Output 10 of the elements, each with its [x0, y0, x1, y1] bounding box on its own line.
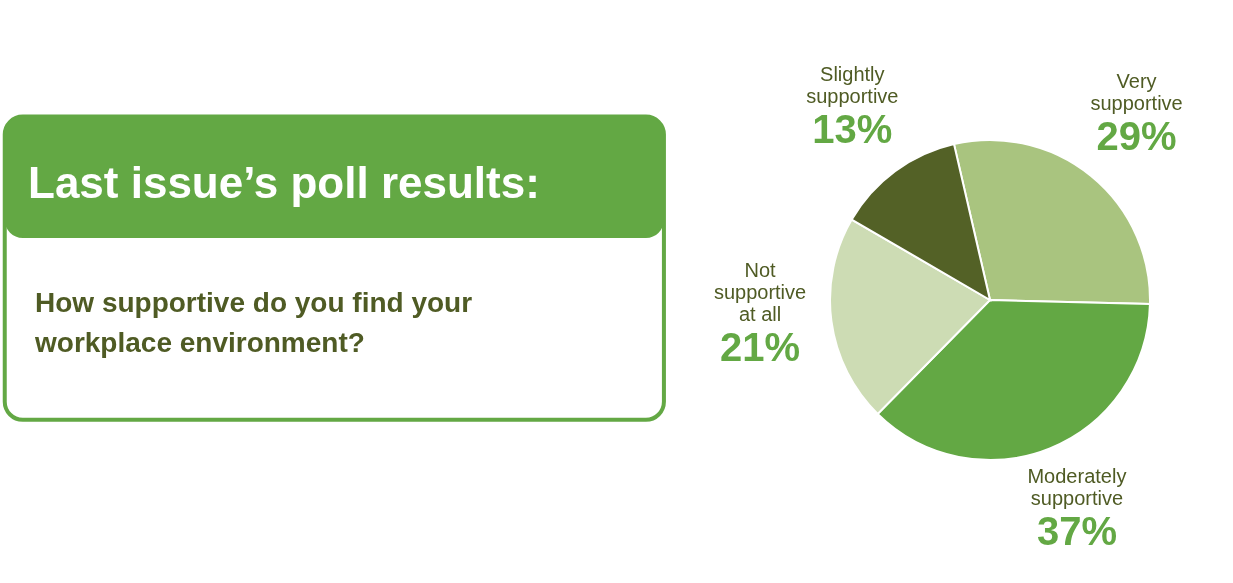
- data-label: 13%: [812, 107, 893, 152]
- slice-label: Slightly supportive: [806, 63, 899, 108]
- data-label: 21%: [720, 324, 801, 369]
- slice-label: Not supportive at all: [713, 258, 807, 325]
- text: Last issue’s poll results:: [28, 158, 540, 207]
- text: How supportive do you find your workplace environment?: [34, 287, 473, 358]
- slice-label: Moderately supportive: [1027, 465, 1127, 510]
- data-label: 37%: [1036, 509, 1117, 554]
- data-label: 29%: [1096, 114, 1177, 159]
- slice-label: Very supportive: [1090, 70, 1183, 115]
